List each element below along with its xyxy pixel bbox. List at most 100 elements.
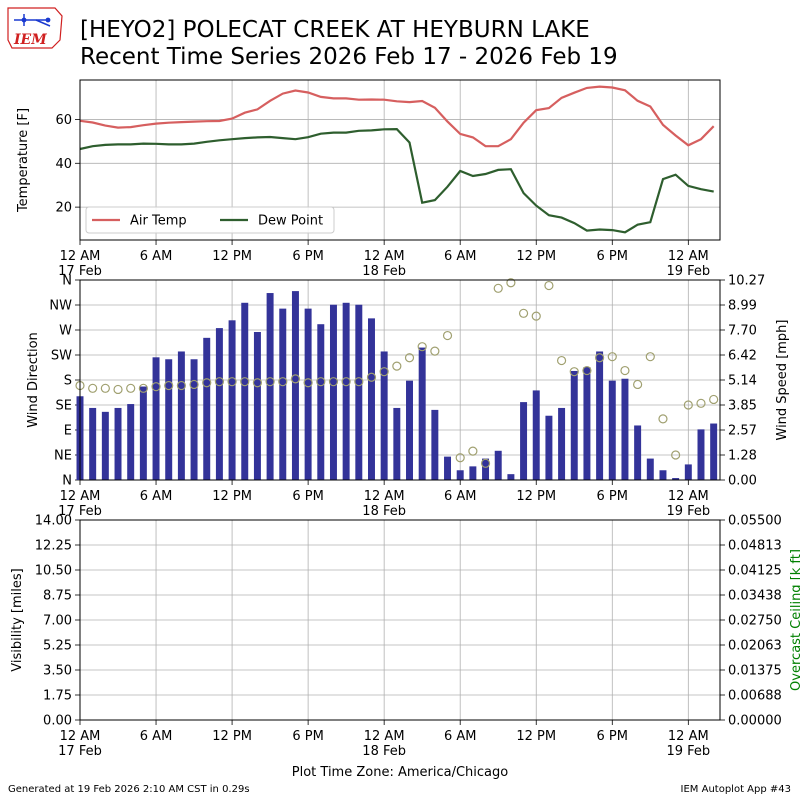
wind-direction-point bbox=[392, 361, 402, 371]
ceiling-tick-label: 0.02063 bbox=[728, 639, 782, 654]
x-tick-label: 12 AM bbox=[668, 249, 709, 264]
x-tick-label: 6 AM bbox=[444, 489, 477, 504]
legend-box bbox=[85, 206, 335, 234]
wind-direction-point bbox=[126, 383, 136, 393]
x-tick-label: 12 AM bbox=[60, 489, 101, 504]
wind-speed-bar bbox=[482, 458, 490, 480]
wind-direction-tick-label: NE bbox=[54, 449, 72, 464]
x-tick-label: 19 Feb bbox=[666, 504, 710, 519]
ceiling-tick-label: 0.03438 bbox=[728, 589, 782, 604]
x-tick-label: 6 AM bbox=[444, 249, 477, 264]
ceiling-tick-label: 0.04813 bbox=[728, 539, 782, 554]
wind-speed-bar bbox=[545, 415, 553, 480]
y-tick-label: 20 bbox=[55, 201, 72, 216]
visibility-tick-label: 12.25 bbox=[35, 539, 72, 554]
wind-direction-point bbox=[442, 330, 453, 341]
y-tick-label: 40 bbox=[55, 157, 72, 172]
x-tick-label: 6 PM bbox=[597, 249, 628, 264]
wind-speed-tick-label: 0.00 bbox=[728, 474, 757, 489]
wind-speed-bar bbox=[139, 386, 147, 480]
wind-speed-bar bbox=[253, 331, 261, 480]
wind-speed-bar bbox=[266, 293, 274, 480]
wind-direction-point bbox=[430, 346, 440, 356]
wind-direction-point bbox=[696, 398, 706, 408]
wind-direction-point bbox=[556, 355, 567, 366]
wind-speed-tick-label: 8.99 bbox=[728, 299, 757, 314]
wind-speed-bar bbox=[355, 304, 363, 480]
wind-speed-bar bbox=[279, 308, 287, 480]
wind-direction-point bbox=[595, 353, 605, 363]
wind-speed-bar bbox=[596, 351, 604, 480]
y-axis-label: Visibility [miles] bbox=[10, 568, 25, 671]
wind-direction-point bbox=[138, 383, 148, 393]
wind-direction-point bbox=[506, 278, 516, 288]
x-tick-label: 12 AM bbox=[668, 729, 709, 744]
x-tick-label: 12 AM bbox=[364, 489, 405, 504]
wind-direction-point bbox=[671, 450, 681, 460]
x-tick-label: 19 Feb bbox=[666, 744, 710, 759]
wind-speed-bar bbox=[241, 302, 249, 480]
wind-direction-point bbox=[189, 379, 199, 390]
x-tick-label: 6 AM bbox=[140, 729, 173, 744]
wind-speed-bar bbox=[456, 470, 464, 480]
chart-title: [HEYO2] POLECAT CREEK AT HEYBURN LAKE bbox=[80, 17, 590, 43]
x-tick-label: 12 PM bbox=[212, 729, 252, 744]
wind-speed-bar bbox=[558, 407, 566, 480]
wind-direction-point bbox=[404, 353, 415, 363]
x-tick-label: 6 PM bbox=[292, 729, 323, 744]
wind-speed-bar bbox=[165, 359, 173, 480]
wind-direction-point bbox=[379, 367, 389, 377]
x-tick-label: 17 Feb bbox=[58, 744, 102, 759]
wind-direction-point bbox=[265, 377, 275, 387]
wind-direction-point bbox=[493, 283, 503, 293]
x-tick-label: 12 AM bbox=[364, 249, 405, 264]
wind-speed-bar bbox=[494, 450, 502, 480]
wind-direction-point bbox=[531, 311, 541, 321]
wind-direction-point bbox=[252, 378, 263, 388]
wind-direction-point bbox=[354, 377, 364, 387]
wind-speed-tick-label: 1.28 bbox=[728, 449, 757, 464]
wind-direction-tick-label: SW bbox=[51, 349, 72, 364]
wind-direction-point bbox=[100, 383, 110, 393]
wind-direction-point bbox=[278, 377, 288, 387]
wind-direction-point bbox=[328, 377, 339, 387]
wind-speed-tick-label: 3.85 bbox=[728, 399, 757, 414]
wind-direction-point bbox=[518, 308, 529, 318]
y-tick-label: 60 bbox=[55, 113, 72, 128]
wind-speed-bar bbox=[583, 367, 591, 480]
wind-direction-point bbox=[709, 394, 719, 405]
wind-speed-bar bbox=[431, 409, 439, 480]
wind-direction-point bbox=[455, 453, 465, 463]
chart-subtitle: Recent Time Series 2026 Feb 17 - 2026 Fe… bbox=[80, 44, 618, 70]
y2-axis-label: Wind Speed [mph] bbox=[775, 320, 790, 441]
visibility-tick-label: 7.00 bbox=[43, 614, 72, 629]
wind-direction-point bbox=[176, 380, 186, 391]
wind-speed-bar bbox=[646, 458, 654, 480]
wind-direction-tick-label: W bbox=[59, 324, 72, 339]
visibility-tick-label: 3.50 bbox=[43, 664, 72, 679]
x-tick-label: 12 AM bbox=[60, 249, 101, 264]
wind-direction-point bbox=[366, 372, 377, 382]
wind-direction-point bbox=[303, 378, 313, 388]
wind-speed-bar bbox=[406, 380, 413, 480]
wind-speed-bar bbox=[114, 407, 122, 480]
x-tick-label: 6 PM bbox=[292, 249, 323, 264]
ceiling-tick-label: 0.05500 bbox=[728, 514, 782, 529]
legend-label-dew-point: Dew Point bbox=[258, 214, 323, 229]
wind-direction-point bbox=[164, 380, 174, 391]
iem-logo: IEM bbox=[7, 7, 63, 49]
wind-speed-bar bbox=[634, 425, 642, 480]
x-tick-label: 12 AM bbox=[364, 729, 405, 744]
visibility-tick-label: 1.75 bbox=[43, 689, 72, 704]
wind-direction-point bbox=[113, 384, 123, 395]
x-tick-label: 19 Feb bbox=[666, 264, 710, 279]
wind-direction-point bbox=[582, 365, 592, 376]
x-tick-label: 6 AM bbox=[444, 729, 477, 744]
wind-speed-bar bbox=[684, 464, 692, 480]
wind-direction-point bbox=[620, 365, 630, 376]
visibility-tick-label: 5.25 bbox=[43, 639, 72, 654]
visibility-tick-label: 0.00 bbox=[43, 714, 72, 729]
ceiling-tick-label: 0.00688 bbox=[728, 689, 782, 704]
y-axis-label: Temperature [F] bbox=[16, 108, 31, 213]
